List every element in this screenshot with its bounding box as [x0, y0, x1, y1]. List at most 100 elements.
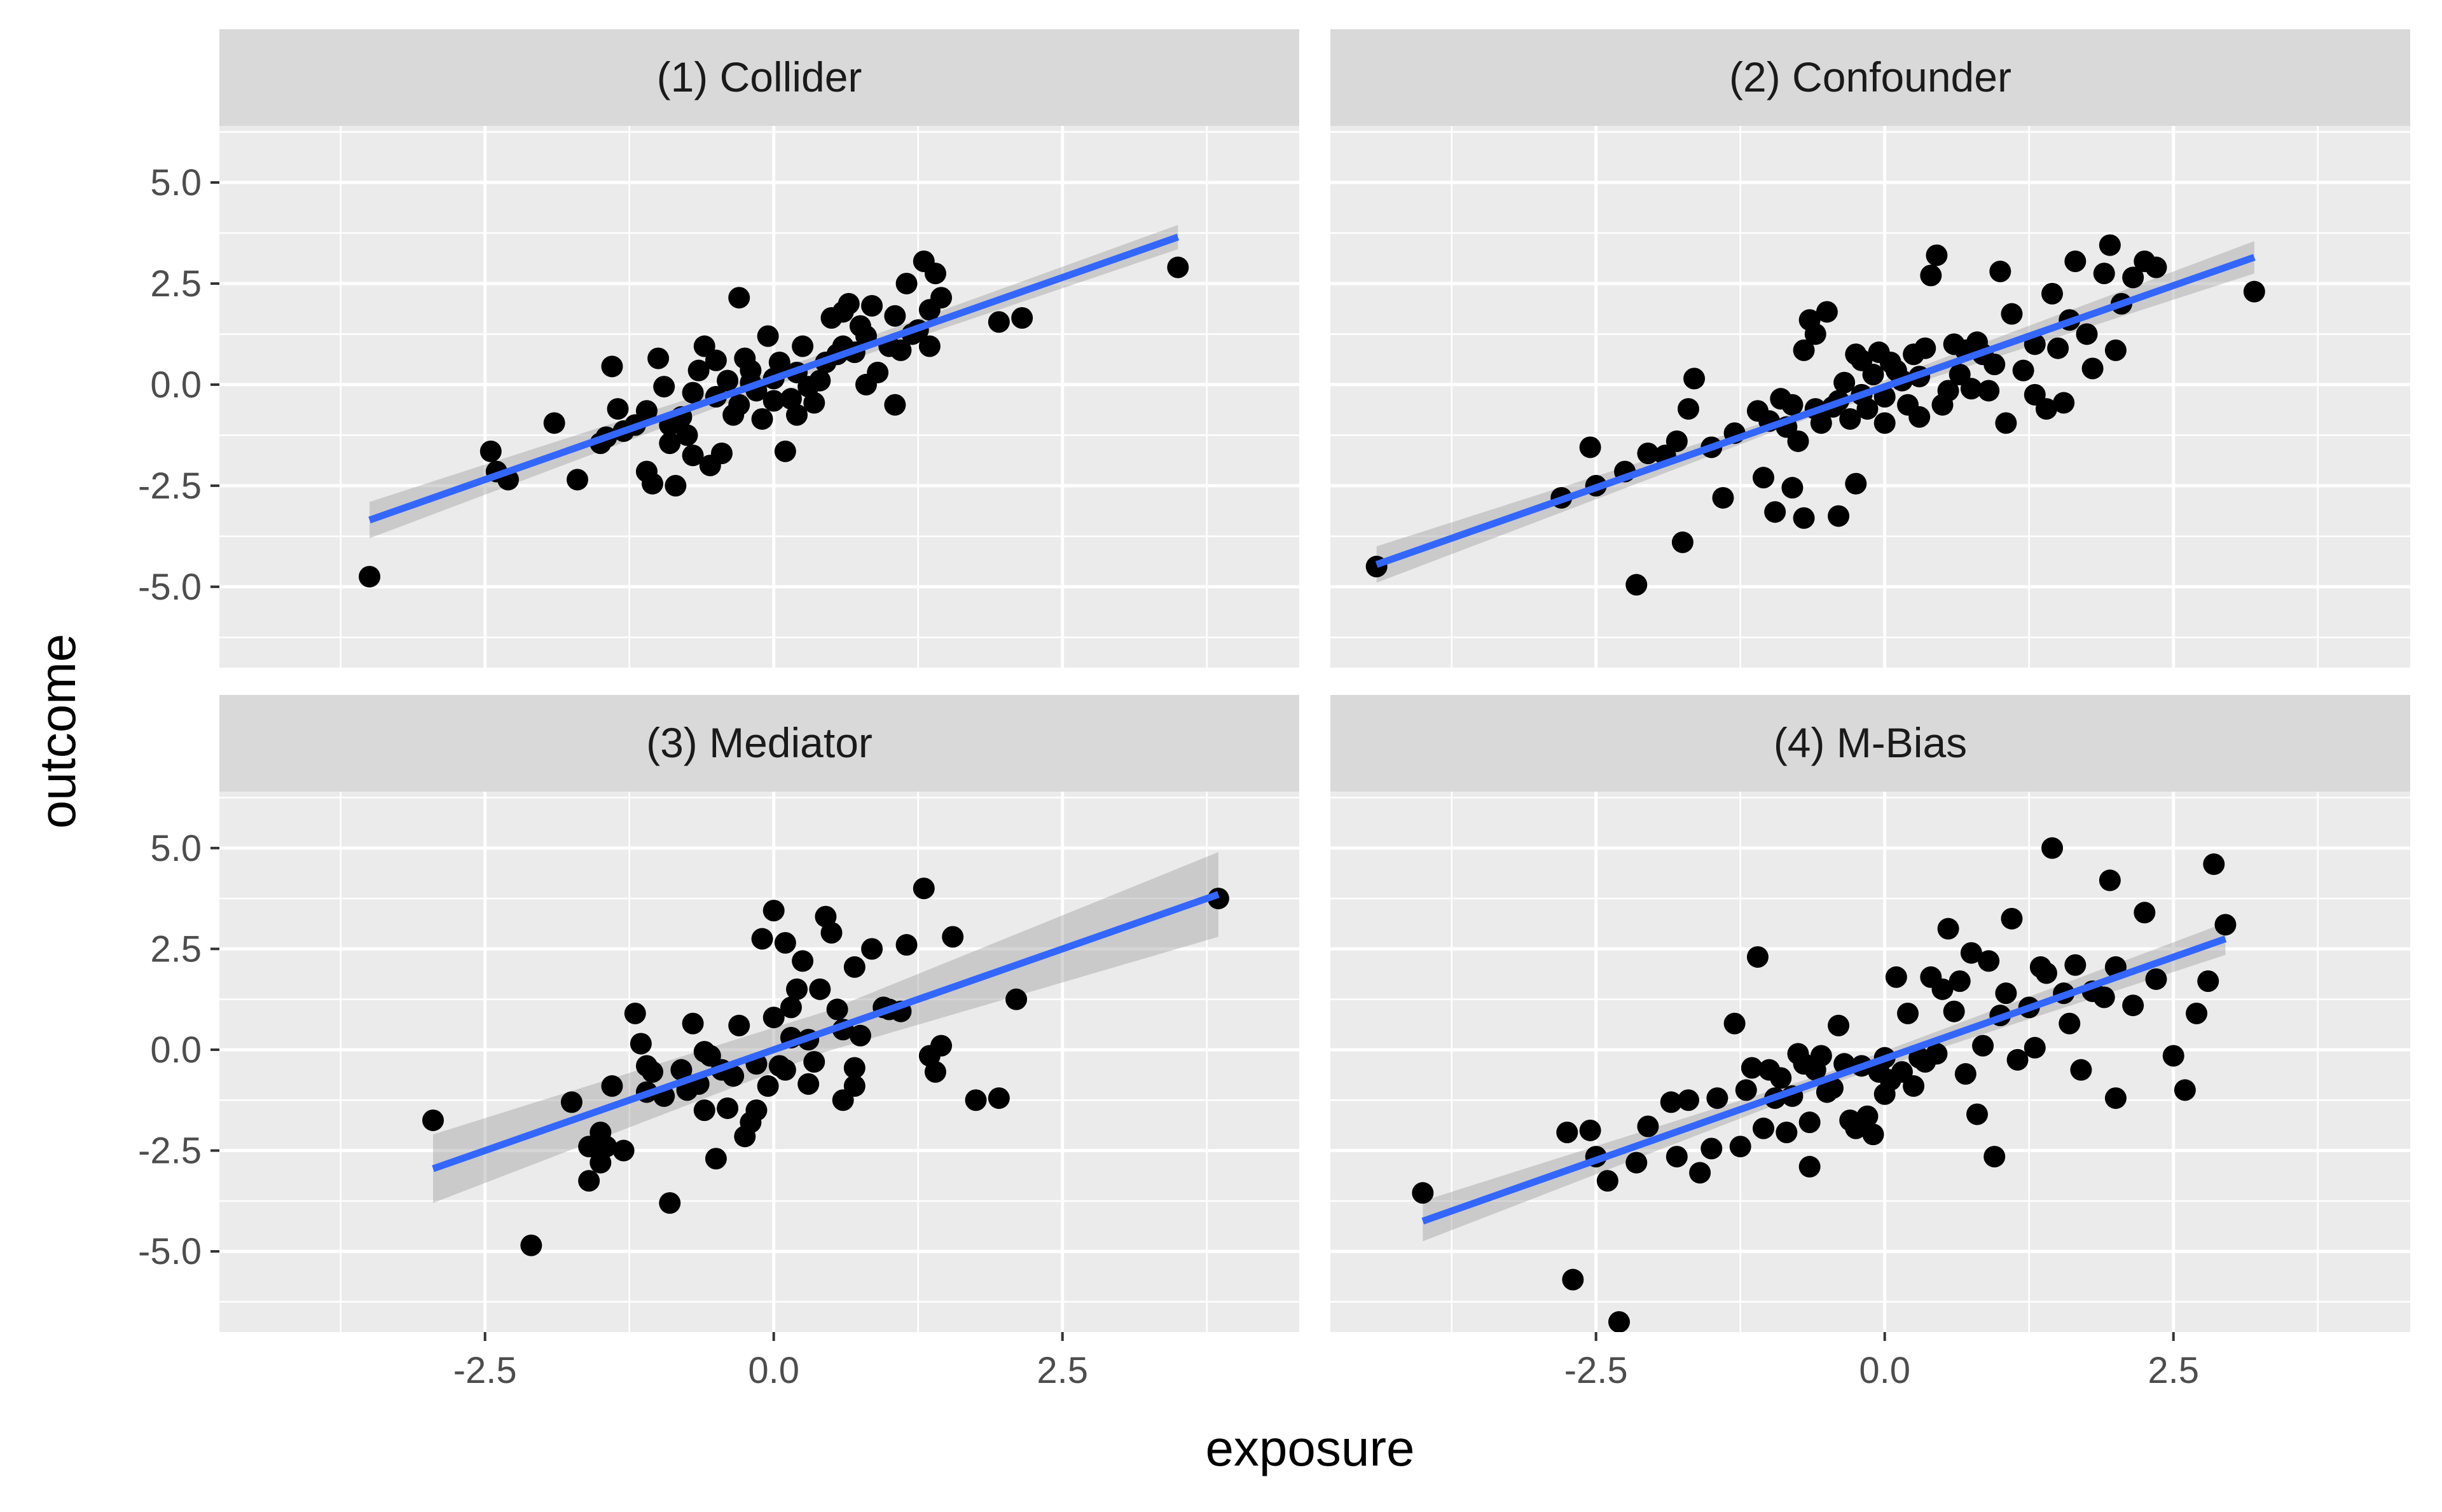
data-point — [1914, 337, 1936, 359]
data-point — [2001, 303, 2023, 325]
data-point — [717, 369, 739, 392]
data-point — [595, 1136, 617, 1158]
data-point — [2214, 914, 2237, 936]
data-point — [2064, 251, 2087, 272]
y-tick-label: -5.0 — [138, 1231, 202, 1272]
data-point — [1810, 412, 1832, 434]
gridlines — [1330, 792, 2410, 1332]
data-point — [2070, 1059, 2092, 1081]
data-point — [1983, 354, 2006, 376]
facet-strip-title: (4) M-Bias — [1774, 719, 1967, 766]
data-point — [2006, 1048, 2029, 1071]
facet-strip-title: (2) Confounder — [1729, 53, 2011, 100]
data-point — [543, 412, 565, 434]
data-point — [1677, 1089, 1699, 1111]
data-point — [988, 311, 1010, 333]
data-point — [809, 369, 831, 392]
data-point — [1966, 1103, 1988, 1125]
data-point — [1787, 430, 1809, 452]
data-point — [2012, 359, 2034, 381]
data-point — [705, 1148, 727, 1170]
data-point — [2041, 282, 2064, 305]
data-point — [1856, 398, 1879, 420]
data-point — [1943, 1000, 1965, 1022]
data-point — [762, 900, 785, 922]
data-point — [924, 1061, 946, 1083]
data-point — [676, 424, 698, 446]
data-point — [1625, 574, 1648, 596]
data-point — [1637, 443, 1659, 465]
x-tick-label: -2.5 — [1564, 1350, 1628, 1391]
data-point — [2024, 1036, 2046, 1059]
data-point — [1689, 1162, 1711, 1184]
data-point — [884, 305, 906, 327]
data-point — [1828, 1014, 1850, 1036]
facet-strip — [1330, 695, 2410, 792]
data-point — [1770, 1067, 1792, 1089]
data-point — [1828, 505, 1850, 527]
data-point — [1671, 531, 1694, 553]
y-tick-label: 5.0 — [150, 828, 202, 869]
regression-line — [1421, 935, 2227, 1225]
data-point — [659, 1192, 681, 1214]
data-point — [774, 1059, 796, 1081]
data-point — [728, 1014, 750, 1036]
data-point — [1821, 1077, 1844, 1099]
data-point — [728, 394, 750, 416]
data-point — [682, 444, 704, 467]
data-point — [924, 263, 946, 285]
data-point — [774, 440, 796, 462]
data-point — [635, 400, 658, 422]
data-point — [2041, 837, 2064, 859]
data-point — [861, 938, 883, 960]
data-point — [751, 928, 773, 950]
data-point — [1712, 486, 1734, 509]
data-point — [642, 1061, 664, 1083]
data-point — [1562, 1268, 1584, 1291]
data-point — [1926, 1043, 1948, 1065]
data-point — [762, 1007, 785, 1029]
data-point — [2035, 398, 2057, 420]
data-point — [792, 335, 814, 357]
data-point — [1873, 412, 1896, 434]
data-point — [2134, 902, 2156, 924]
data-point — [884, 394, 906, 416]
data-point — [607, 398, 629, 420]
regression-line — [368, 233, 1180, 524]
data-point — [1960, 942, 1982, 964]
data-point — [1735, 1079, 1757, 1101]
data-point — [1798, 1111, 1821, 1134]
data-point — [2104, 339, 2127, 361]
data-point — [2174, 1079, 2196, 1101]
data-point — [1995, 412, 2017, 434]
data-point — [843, 1075, 866, 1097]
data-point — [1816, 301, 1838, 323]
data-point — [1995, 982, 2017, 1005]
data-point — [826, 998, 848, 1021]
facet-strip — [1330, 29, 2410, 126]
data-point — [2093, 263, 2115, 285]
data-point — [1978, 380, 2000, 402]
data-point — [803, 1051, 825, 1073]
data-point — [2081, 357, 2104, 380]
y-tick-label: 5.0 — [150, 162, 202, 203]
data-point — [1579, 436, 1601, 458]
data-point — [1798, 1155, 1821, 1178]
data-point — [601, 1075, 623, 1097]
data-point — [1856, 1105, 1879, 1127]
scatter-points — [1412, 837, 2237, 1332]
data-point — [849, 1024, 871, 1047]
data-point — [1793, 507, 1815, 529]
data-point — [1885, 966, 1907, 988]
data-point — [1833, 371, 1856, 394]
data-point — [2145, 968, 2167, 990]
data-point — [843, 956, 866, 978]
data-point — [1666, 1146, 1688, 1168]
data-point — [792, 950, 814, 972]
data-point — [642, 472, 664, 495]
data-point — [1637, 1115, 1659, 1137]
data-point — [890, 339, 912, 361]
data-point — [1683, 368, 1706, 390]
data-point — [682, 1012, 704, 1034]
